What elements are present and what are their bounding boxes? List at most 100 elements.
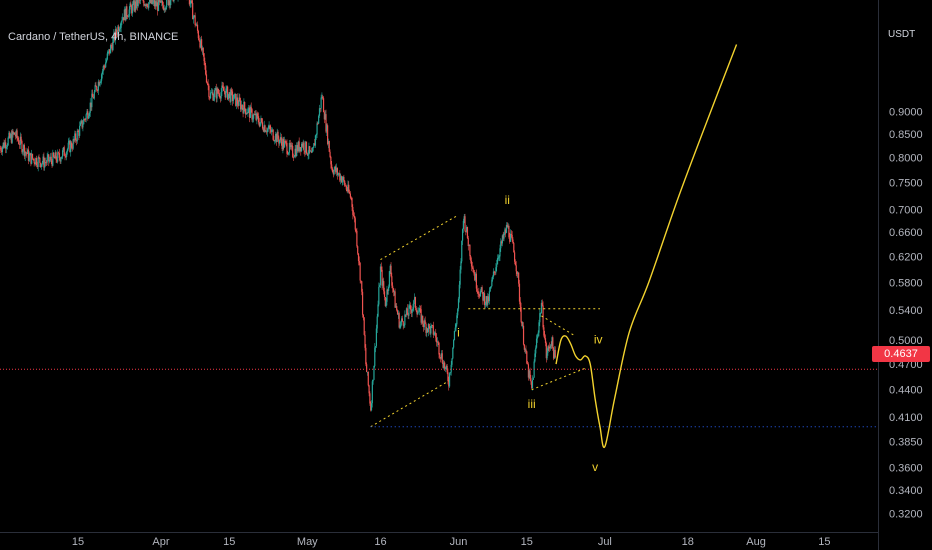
- candle-body: [490, 286, 492, 289]
- candle-body: [418, 311, 420, 313]
- candle-body: [10, 134, 12, 143]
- candle-body: [215, 88, 217, 99]
- candle-body: [354, 218, 356, 230]
- candle-body: [233, 94, 235, 100]
- candle-body: [505, 224, 508, 233]
- candle-body: [57, 152, 60, 154]
- time-tick-label: 15: [521, 536, 533, 548]
- candle-body: [544, 335, 546, 339]
- candle-body: [197, 30, 199, 39]
- candle-body: [485, 296, 487, 304]
- time-axis[interactable]: 15 Apr 15 May 16 Jun 15 Jul 18 Aug 15: [72, 536, 831, 548]
- candle-body: [496, 264, 498, 268]
- price-tick-label: 0.5400: [889, 305, 923, 317]
- candle-body: [496, 258, 499, 265]
- candle-body: [453, 330, 456, 341]
- candle-body: [256, 113, 258, 120]
- candle-body: [198, 38, 200, 42]
- candle-body: [301, 143, 304, 147]
- candle-body: [389, 265, 391, 272]
- price-axis[interactable]: 0.9000 0.8500 0.8000 0.7500 0.7000 0.6600 0.62…: [889, 107, 923, 521]
- candle-body: [409, 305, 411, 307]
- candle-body: [214, 88, 217, 91]
- candle-body: [509, 233, 512, 242]
- candle-body: [325, 114, 327, 132]
- candle-body: [335, 166, 337, 173]
- candle-body: [192, 2, 194, 20]
- candle-body: [98, 81, 100, 86]
- candles-layer: [0, 0, 556, 412]
- candle-body: [312, 147, 314, 152]
- candle-body: [516, 271, 518, 274]
- candle-body: [520, 307, 522, 322]
- candle-body: [404, 314, 406, 326]
- candle-body: [416, 311, 418, 315]
- candle-body: [3, 142, 5, 148]
- candle-body: [364, 334, 366, 348]
- candle-body: [318, 115, 320, 124]
- candle-body: [286, 143, 288, 154]
- candle-body: [473, 272, 475, 274]
- candle-body: [261, 118, 263, 123]
- candle-body: [55, 152, 57, 160]
- candle-body: [28, 155, 30, 161]
- candle-body: [248, 107, 251, 118]
- candle-body: [213, 97, 215, 101]
- candle-body: [49, 156, 52, 160]
- candle-body: [53, 152, 55, 157]
- candle-body: [414, 297, 417, 309]
- candle-body: [190, 0, 192, 4]
- candle-body: [77, 131, 79, 132]
- candle-body: [229, 92, 231, 102]
- candle-body: [279, 140, 281, 144]
- candle-body: [247, 108, 249, 114]
- candle-body: [356, 230, 358, 247]
- candle-body: [238, 97, 240, 106]
- candle-body: [474, 273, 476, 281]
- candle-body: [62, 147, 65, 151]
- candle-body: [392, 285, 394, 289]
- candle-body: [209, 97, 211, 99]
- candle-body: [144, 4, 147, 6]
- candle-body: [126, 6, 128, 17]
- candle-body: [445, 365, 447, 368]
- candle-body: [401, 318, 404, 322]
- candle-body: [475, 273, 477, 289]
- candle-body: [270, 128, 272, 133]
- price-tick-label: 0.9000: [889, 107, 923, 119]
- candle-body: [519, 301, 521, 308]
- candle-body: [101, 74, 103, 81]
- candle-body: [327, 141, 330, 144]
- candle-body: [66, 151, 68, 157]
- candle-body: [398, 313, 400, 328]
- candle-body: [156, 2, 158, 7]
- current-price-badge: 0.4637: [872, 346, 930, 362]
- candle-body: [120, 22, 122, 28]
- candle-body: [358, 260, 360, 263]
- candle-body: [67, 142, 69, 149]
- projection-path: [555, 44, 738, 449]
- candle-body: [47, 154, 49, 158]
- candle-body: [540, 313, 542, 314]
- candle-body: [39, 157, 41, 163]
- candle-body: [253, 114, 255, 119]
- candle-body: [255, 113, 257, 120]
- candle-body: [218, 93, 221, 98]
- candle-body: [452, 347, 454, 359]
- candle-body: [97, 81, 99, 91]
- candle-body: [522, 325, 524, 327]
- price-tick-label: 0.5800: [889, 277, 923, 289]
- candle-body: [554, 349, 556, 358]
- candle-body: [154, 1, 156, 7]
- candle-body: [31, 153, 33, 164]
- candle-body: [236, 97, 238, 104]
- candle-body: [527, 363, 529, 365]
- candle-body: [288, 142, 291, 153]
- candle-body: [326, 125, 328, 132]
- symbol-title[interactable]: Cardano / TetherUS, 4h, BINANCE: [8, 31, 178, 43]
- price-tick-label: 0.3200: [889, 508, 923, 520]
- candle-body: [122, 17, 125, 21]
- candle-body: [451, 358, 453, 365]
- candle-body: [545, 343, 547, 359]
